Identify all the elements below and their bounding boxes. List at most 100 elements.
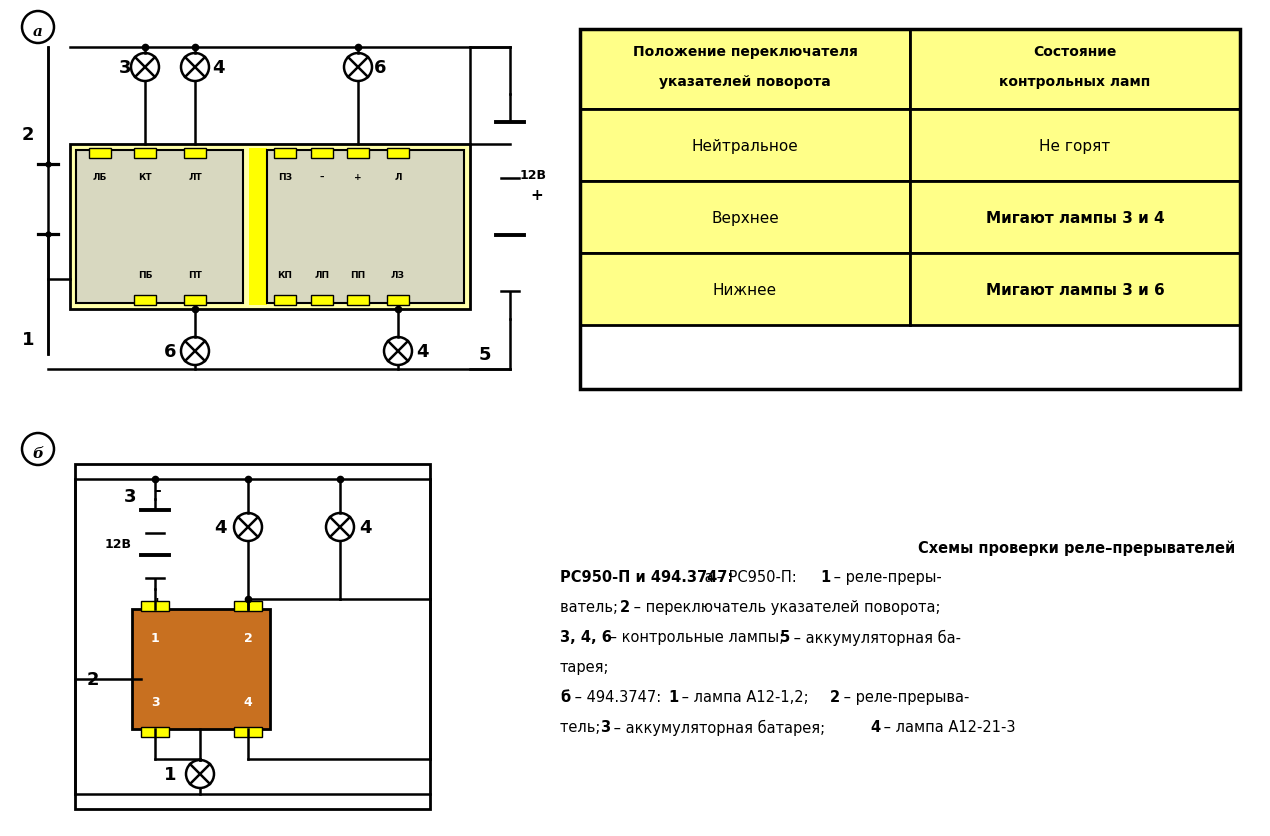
Text: Л: Л (394, 172, 401, 181)
Text: 1: 1 (164, 765, 177, 783)
Text: КП: КП (278, 270, 292, 279)
Text: 2: 2 (831, 689, 841, 704)
Bar (387, 296, 409, 306)
Text: – аккумуляторная батарея;: – аккумуляторная батарея; (610, 719, 829, 736)
Text: 4: 4 (415, 343, 428, 360)
Text: тарея;: тарея; (560, 660, 610, 674)
Bar (234, 601, 262, 611)
Bar (580, 30, 1240, 390)
Bar (911, 30, 1240, 110)
Text: ПП: ПП (351, 270, 366, 279)
Text: Верхнее: Верхнее (711, 210, 779, 225)
Text: ЛЗ: ЛЗ (391, 270, 405, 279)
Text: Нейтральное: Нейтральное (692, 138, 799, 153)
Text: 1: 1 (668, 689, 678, 704)
Bar (135, 149, 156, 159)
Bar (135, 296, 156, 306)
Bar (75, 465, 431, 809)
Text: 5: 5 (479, 345, 491, 364)
Bar (76, 150, 243, 303)
Text: Состояние: Состояние (1034, 45, 1116, 59)
Bar (387, 149, 409, 159)
Text: – аккумуляторная ба-: – аккумуляторная ба- (789, 630, 961, 645)
Text: – реле-прерыва-: – реле-прерыва- (839, 689, 969, 704)
Text: 3: 3 (599, 719, 610, 734)
Text: 4: 4 (244, 695, 253, 707)
Text: контрольных ламп: контрольных ламп (999, 75, 1151, 89)
Text: б: б (560, 689, 570, 704)
Bar (234, 727, 262, 737)
Text: 1: 1 (820, 569, 831, 584)
Text: тель;: тель; (560, 719, 605, 734)
Text: – реле-преры-: – реле-преры- (829, 569, 942, 584)
Bar (911, 110, 1240, 181)
Text: ПБ: ПБ (137, 270, 152, 279)
Text: ЛБ: ЛБ (93, 172, 107, 181)
Bar (347, 296, 370, 306)
Text: – 494.3747:: – 494.3747: (570, 689, 665, 704)
Text: 3: 3 (119, 59, 131, 77)
Bar (274, 149, 296, 159)
Bar (249, 149, 267, 306)
Text: 3: 3 (123, 487, 136, 506)
Text: – РС950-П:: – РС950-П: (712, 569, 801, 584)
Bar (141, 601, 169, 611)
Text: ЛП: ЛП (315, 270, 329, 279)
Text: – лампа А12-1,2;: – лампа А12-1,2; (677, 689, 813, 704)
Text: ПТ: ПТ (188, 270, 202, 279)
Bar (141, 727, 169, 737)
Text: Не горят: Не горят (1039, 138, 1111, 153)
Text: –: – (154, 482, 161, 497)
Text: РС950-П и 494.3747:: РС950-П и 494.3747: (560, 569, 733, 584)
Bar (311, 296, 333, 306)
Text: указателей поворота: указателей поворота (659, 75, 831, 89)
Text: 4: 4 (358, 518, 371, 537)
Text: ватель;: ватель; (560, 599, 622, 614)
Text: 12В: 12В (519, 168, 547, 181)
Text: 2: 2 (244, 630, 253, 644)
Text: 5: 5 (780, 630, 790, 645)
Text: – переключатель указателей поворота;: – переключатель указателей поворота; (629, 599, 941, 614)
Text: 6: 6 (164, 343, 177, 360)
Bar (274, 296, 296, 306)
Text: 6: 6 (373, 59, 386, 77)
Text: 2: 2 (620, 599, 630, 614)
Bar (347, 149, 370, 159)
Text: ЛТ: ЛТ (188, 172, 202, 181)
Bar (580, 181, 911, 253)
Text: – контрольные лампы;: – контрольные лампы; (605, 630, 789, 645)
Text: 3, 4, 6: 3, 4, 6 (560, 630, 612, 645)
Text: Положение переключателя: Положение переключателя (632, 45, 857, 59)
Text: Мигают лампы 3 и 4: Мигают лампы 3 и 4 (986, 210, 1165, 225)
Text: 3: 3 (151, 695, 159, 707)
Text: КТ: КТ (138, 172, 152, 181)
Text: 1: 1 (22, 330, 34, 349)
Text: – лампа А12-21-3: – лампа А12-21-3 (879, 719, 1016, 734)
Bar (184, 296, 206, 306)
Text: ПЗ: ПЗ (278, 172, 292, 181)
Text: –: – (320, 172, 324, 181)
Bar (89, 149, 110, 159)
Text: 2: 2 (22, 126, 34, 144)
Bar (311, 149, 333, 159)
Text: б: б (33, 446, 43, 461)
Text: 2: 2 (86, 670, 99, 688)
Bar (580, 30, 911, 110)
Text: Мигают лампы 3 и 6: Мигают лампы 3 и 6 (986, 283, 1165, 297)
Bar (580, 110, 911, 181)
Bar (70, 145, 470, 309)
Bar (132, 609, 271, 729)
Bar (580, 253, 911, 325)
Text: 4: 4 (212, 59, 225, 77)
Bar (911, 181, 1240, 253)
Text: +: + (530, 187, 542, 202)
Text: Нижнее: Нижнее (712, 283, 777, 297)
Text: 4: 4 (213, 518, 226, 537)
Text: 4: 4 (870, 719, 880, 734)
Bar (184, 149, 206, 159)
Text: 12В: 12В (104, 538, 132, 551)
Text: +: + (354, 172, 362, 181)
Bar (267, 150, 464, 303)
Text: 1: 1 (151, 630, 159, 644)
Bar (911, 253, 1240, 325)
